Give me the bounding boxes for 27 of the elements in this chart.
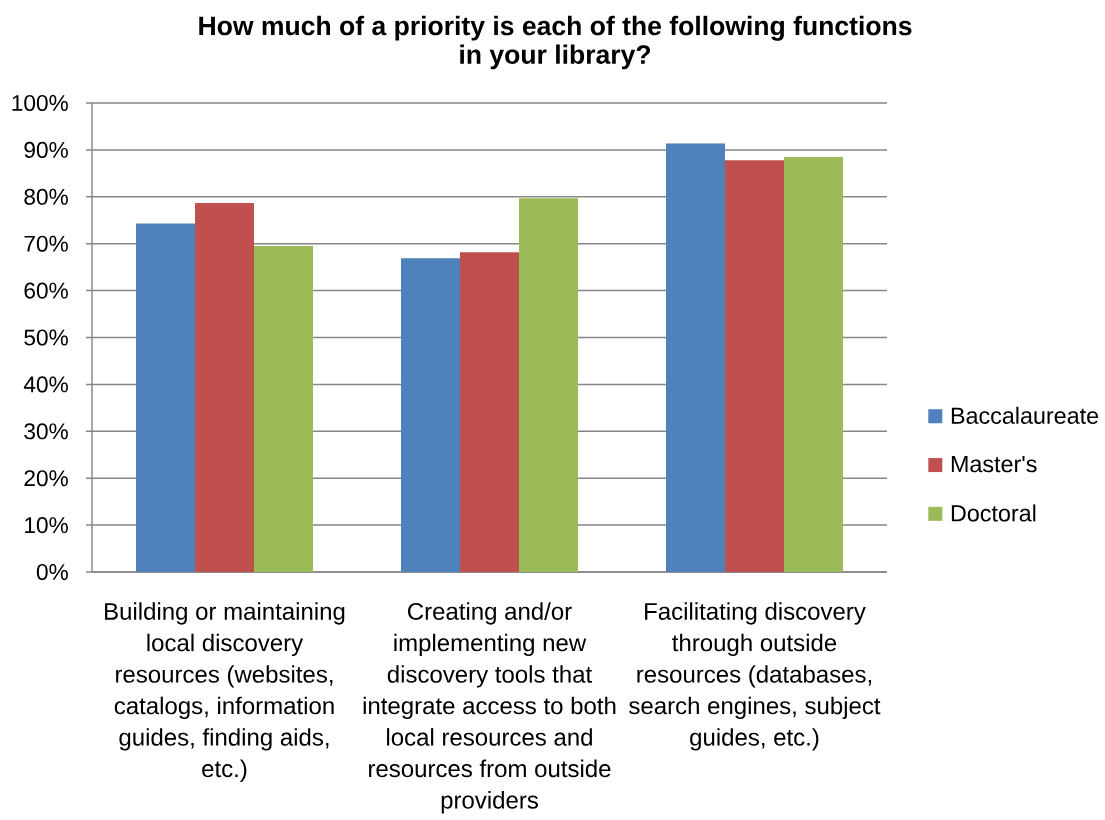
bar	[401, 258, 460, 572]
bar	[519, 198, 579, 572]
bar	[195, 202, 254, 572]
y-tick-label: 0%	[36, 563, 68, 581]
bar	[136, 223, 195, 572]
y-tick-label: 70%	[24, 235, 68, 252]
legend-label: Doctoral	[951, 504, 1036, 522]
bar	[460, 252, 519, 572]
y-tick-label: 60%	[24, 282, 68, 299]
y-tick-label: 80%	[24, 188, 68, 205]
y-tick-label: 100%	[12, 94, 68, 112]
y-tick-label: 20%	[24, 470, 68, 487]
x-tick-label: Building or maintaining local discovery resources (websites, catalogs, information guides, finding aids, etc.)	[105, 602, 345, 782]
bar	[254, 246, 313, 572]
y-tick-label: 10%	[25, 517, 68, 534]
x-tick-label: Creating and/or implementing new discovery tools that integrate access to both local resources and resources from outside providers	[363, 602, 616, 814]
y-tick-label: 90%	[24, 141, 68, 158]
legend-label: Master's	[951, 456, 1037, 473]
chart-title: How much of a priority is each of the following functions in your library?	[199, 15, 912, 70]
y-tick-label: 30%	[24, 423, 68, 440]
bar	[666, 143, 726, 572]
bar	[725, 160, 785, 572]
legend-label: Baccalaureate	[951, 406, 1099, 424]
x-tick-label: Facilitating discovery through outside resources (databases, search engines, subject guides, etc.)	[629, 602, 881, 751]
bar	[784, 156, 844, 572]
y-tick-label: 50%	[24, 329, 68, 346]
y-tick-label: 40%	[23, 376, 68, 393]
